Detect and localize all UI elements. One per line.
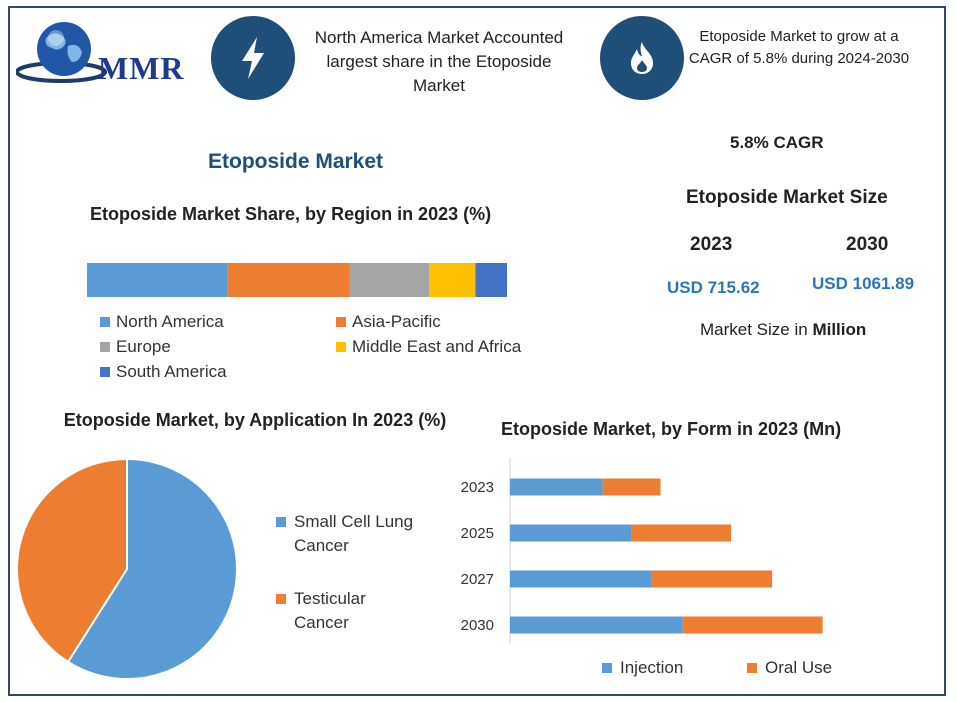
form-tick-label: 2023 — [461, 479, 494, 496]
application-chart-title: Etoposide Market, by Application In 2023… — [63, 410, 447, 430]
region-segment-europe — [349, 263, 430, 297]
form-bar-oral-use-2023 — [602, 478, 661, 496]
legend-swatch — [100, 367, 110, 377]
region-legend-item: Europe — [100, 337, 171, 357]
year-2030-label: 2030 — [846, 234, 889, 255]
year-2023-label: 2023 — [690, 234, 733, 255]
legend-label: South America — [116, 362, 227, 381]
legend-swatch — [100, 342, 110, 352]
form-legend-item: Oral Use — [747, 658, 832, 678]
form-bar-injection-2025 — [510, 524, 632, 542]
form-bar-injection-2027 — [510, 570, 652, 588]
legend-swatch — [747, 663, 757, 673]
legend-label: Injection — [620, 658, 684, 677]
legend-swatch — [100, 317, 110, 327]
legend-swatch — [336, 317, 346, 327]
region-legend-item: South America — [100, 362, 227, 382]
region-legend-item: Asia-Pacific — [336, 312, 441, 332]
value-2030: USD 1061.89 — [812, 274, 915, 293]
legend-label: Oral Use — [765, 658, 833, 677]
legend-label: Europe — [116, 337, 171, 356]
form-bar-oral-use-2027 — [651, 570, 773, 588]
lightning-icon — [211, 16, 295, 100]
region-segment-middle-east-and-africa — [429, 263, 476, 297]
legend-label: Testicular Cancer — [294, 589, 366, 632]
market-size-note-unit: Million — [812, 320, 867, 339]
application-legend-item: Small Cell Lung Cancer — [276, 510, 424, 558]
logo: MMR — [15, 16, 191, 86]
market-size-title: Etoposide Market Size — [686, 187, 888, 208]
header-text-2: Etoposide Market to grow at a CAGR of 5.… — [688, 28, 910, 67]
legend-swatch — [276, 517, 286, 527]
application-pie-chart — [16, 457, 238, 680]
pie-slice-small-cell-lung-cancer — [66, 457, 238, 680]
legend-swatch — [276, 594, 286, 604]
region-legend-item: North America — [100, 312, 224, 332]
form-bar-oral-use-2025 — [631, 524, 732, 542]
legend-label: North America — [116, 312, 224, 331]
form-bar-injection-2030 — [510, 616, 683, 634]
form-chart-title: Etoposide Market, by Form in 2023 (Mn) — [501, 419, 842, 439]
value-2023: USD 715.62 — [667, 278, 760, 297]
globe-icon — [15, 22, 107, 83]
flame-icon — [600, 16, 684, 100]
legend-swatch — [336, 342, 346, 352]
region-stacked-bar — [87, 263, 507, 297]
form-tick-label: 2027 — [461, 571, 494, 588]
form-tick-label: 2025 — [461, 525, 494, 542]
region-segment-asia-pacific — [227, 263, 350, 297]
form-bar-injection-2023 — [510, 478, 603, 496]
region-chart-title: Etoposide Market Share, by Region in 202… — [90, 204, 492, 224]
legend-swatch — [602, 663, 612, 673]
form-bar-chart: 2023 2025 2027 2030 — [461, 458, 823, 644]
application-legend-item: Testicular Cancer — [276, 587, 424, 635]
main-title: Etoposide Market — [208, 150, 384, 173]
form-tick-label: 2030 — [461, 617, 494, 634]
logo-text: MMR — [98, 50, 185, 86]
form-bar-oral-use-2030 — [682, 616, 823, 634]
market-size-note-prefix: Market Size in — [700, 320, 813, 339]
infographic-frame — [8, 6, 946, 696]
legend-label: Asia-Pacific — [352, 312, 441, 331]
legend-label: Small Cell Lung Cancer — [294, 512, 414, 555]
region-segment-north-america — [87, 263, 228, 297]
legend-label: Middle East and Africa — [352, 337, 522, 356]
cagr-label: 5.8% CAGR — [730, 133, 824, 152]
form-legend-item: Injection — [602, 658, 683, 678]
region-legend-item: Middle East and Africa — [336, 337, 521, 357]
header-text-1: North America Market Accounted largest s… — [314, 28, 564, 95]
pie-slice-testicular-cancer — [16, 457, 128, 664]
market-size-note: Market Size in Million — [700, 320, 866, 340]
region-segment-south-america — [475, 263, 507, 297]
